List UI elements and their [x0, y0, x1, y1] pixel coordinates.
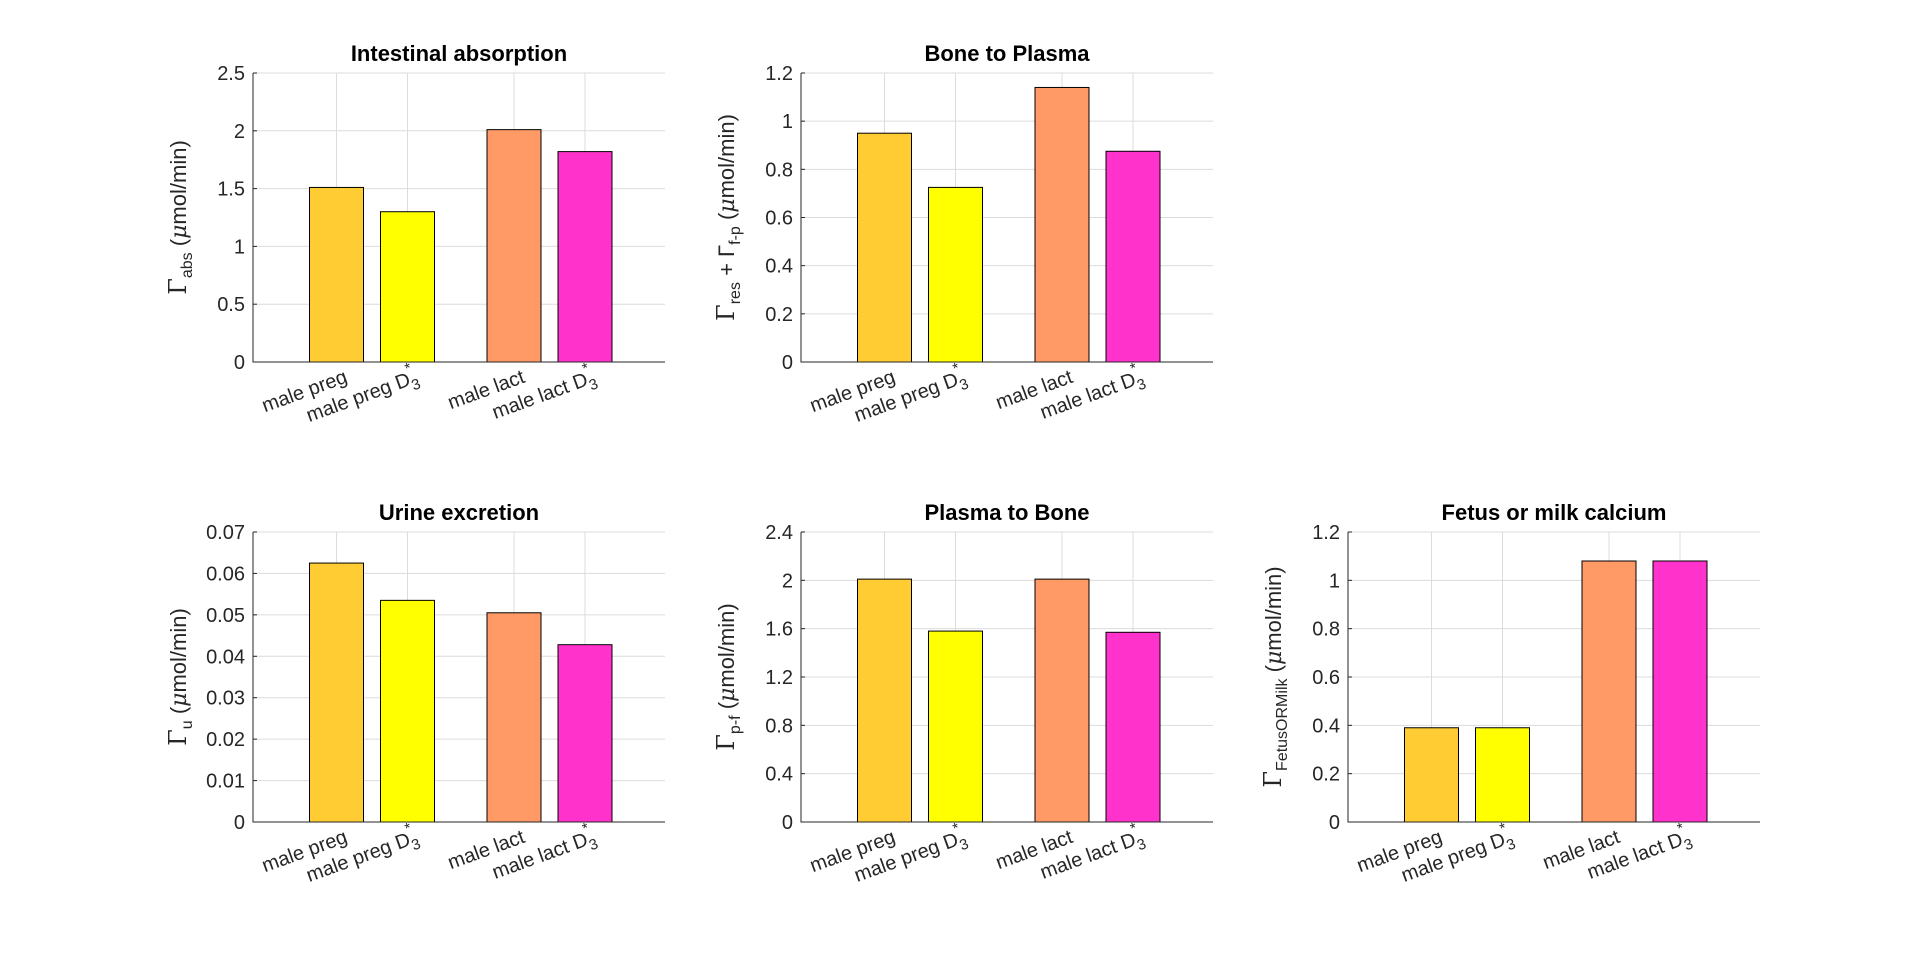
- y-tick-label: 2.5: [217, 63, 245, 85]
- chart-title: Intestinal absorption: [351, 41, 567, 66]
- y-tick-label: 0.6: [1312, 667, 1340, 689]
- y-axis-label: Γres + Γf-p (μmol/min): [712, 114, 744, 321]
- y-tick-label: 0.8: [1312, 619, 1340, 641]
- y-tick-label: 1: [782, 111, 793, 133]
- bar-2: [928, 186, 983, 363]
- chart-title: Urine excretion: [379, 500, 539, 525]
- y-tick-label: 0: [234, 352, 245, 374]
- chart-title: Bone to Plasma: [924, 41, 1090, 66]
- bar-4: [557, 644, 613, 823]
- y-tick-label: 1.5: [217, 179, 245, 201]
- y-tick-label: 0.06: [206, 563, 245, 585]
- y-tick-label: 0.04: [206, 646, 245, 668]
- y-tick-label: 0.02: [206, 729, 245, 751]
- y-tick-label: 0.2: [1312, 764, 1340, 786]
- y-tick-label: 0: [234, 812, 245, 834]
- y-tick-label: 0.03: [206, 688, 245, 710]
- y-tick-label: 1: [234, 236, 245, 258]
- y-axis-label: Γu (μmol/min): [164, 608, 196, 746]
- y-tick-label: 0.4: [1312, 715, 1340, 737]
- y-axis-label: Γabs (μmol/min): [164, 140, 196, 295]
- y-tick-label: 0.6: [765, 208, 793, 230]
- y-tick-label: 0.8: [765, 159, 793, 181]
- y-tick-label: 0.07: [206, 522, 245, 544]
- y-tick-label: 1.2: [765, 63, 793, 85]
- bar-4: [557, 151, 613, 363]
- bar-4: [1105, 150, 1161, 363]
- y-tick-label: 1.2: [1312, 522, 1340, 544]
- chart-panel-3: 0 0.01 0.02 0.03 0.04 0.05 0.06 0.07 Urine excre…: [164, 500, 665, 887]
- y-axis-label: ΓFetusORMilk (μmol/min): [1259, 566, 1291, 787]
- y-tick-label: 1.2: [765, 667, 793, 689]
- y-tick-label: 0.4: [765, 764, 793, 786]
- bar-1: [857, 132, 912, 363]
- bar-2: [380, 599, 435, 823]
- y-tick-label: 2.4: [765, 522, 793, 544]
- bar-1: [1404, 727, 1459, 823]
- bar-2: [1475, 727, 1530, 823]
- y-tick-label: 0.8: [765, 715, 793, 737]
- bar-3: [486, 129, 542, 363]
- y-tick-label: 0: [1329, 812, 1340, 834]
- y-tick-label: 1: [1329, 570, 1340, 592]
- bar-4: [1652, 560, 1708, 823]
- y-tick-label: 0: [782, 812, 793, 834]
- chart-title: Fetus or milk calcium: [1442, 500, 1667, 525]
- bar-1: [309, 186, 364, 363]
- y-tick-label: 0.05: [206, 605, 245, 627]
- y-axis-label: Γp-f (μmol/min): [712, 603, 744, 750]
- bar-2: [928, 630, 983, 823]
- y-tick-label: 0.4: [765, 256, 793, 278]
- y-tick-label: 0.01: [206, 771, 245, 793]
- bar-3: [1034, 578, 1090, 823]
- bar-1: [857, 578, 912, 823]
- bar-3: [486, 612, 542, 823]
- bar-3: [1581, 560, 1637, 823]
- chart-title: Plasma to Bone: [924, 500, 1089, 525]
- y-tick-label: 0.2: [765, 304, 793, 326]
- y-tick-label: 2: [782, 570, 793, 592]
- bar-4: [1105, 631, 1161, 823]
- y-tick-label: 1.6: [765, 619, 793, 641]
- bar-3: [1034, 86, 1090, 363]
- y-tick-label: 2: [234, 121, 245, 143]
- y-tick-label: 0.5: [217, 294, 245, 316]
- bar-1: [309, 562, 364, 823]
- y-tick-label: 0: [782, 352, 793, 374]
- bar-2: [380, 211, 435, 363]
